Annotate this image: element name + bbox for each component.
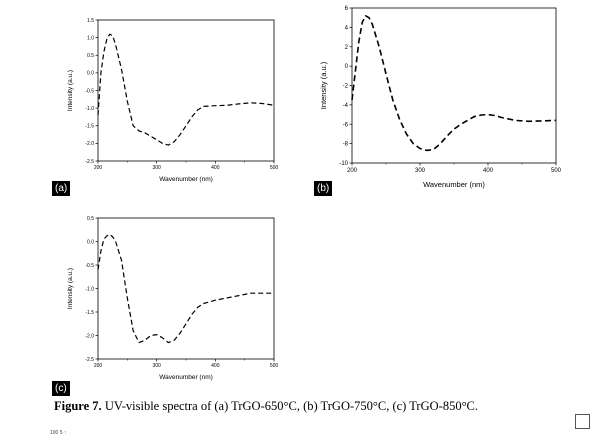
y-tick-label: -2.5	[85, 357, 94, 363]
y-axis-label: Intensity (a.u.)	[67, 268, 74, 309]
chart-b-svg: 200 300 400 500 -10 -8 -6 -4 -2 0 2 4 6 Wavenumber (n…	[319, 6, 562, 189]
y-tick-label: 0.0	[87, 71, 94, 77]
plot-frame-a	[97, 19, 275, 162]
x-tick-label: 500	[270, 363, 279, 369]
panel-label-b: (b)	[314, 181, 333, 196]
y-tick-label: -2.0	[85, 333, 94, 339]
x-tick-label: 400	[211, 363, 220, 369]
series-line-c	[97, 233, 274, 344]
chart-panel-a: 200 300 400 500 -2.5 -2.0 -1.5 -1.0 -0.5 0.0 0.5 1.…	[64, 14, 294, 192]
y-tick-label: -0.5	[85, 263, 94, 269]
chart-a-svg: 200 300 400 500 -2.5 -2.0 -1.5 -1.0 -0.5 0.0 0.5 1.…	[67, 18, 279, 183]
chart-c-svg: 200 300 400 500 -2.5 -2.0 -1.5 -1.0 -0.5 0.0 0.5 Wa…	[67, 216, 279, 381]
x-tick-label: 300	[152, 363, 161, 369]
y-tick-label: 1.0	[87, 35, 94, 41]
y-tick-label: -2.5	[85, 159, 94, 165]
y-tick-label: 0.5	[87, 53, 94, 59]
x-tick-label: 200	[94, 363, 103, 369]
y-tick-label: -2	[343, 84, 349, 90]
y-tick-label: 0.0	[87, 239, 94, 245]
y-tick-label: 0	[345, 64, 349, 70]
y-tick-label: 4	[345, 25, 349, 31]
x-tick-label: 300	[415, 168, 426, 174]
x-tick-label: 200	[94, 165, 103, 171]
caption-label: Figure 7.	[54, 399, 102, 413]
y-tick-label: 6	[345, 6, 349, 12]
x-axis-label: Wavenumber (nm)	[423, 180, 485, 189]
page-marker: 100 5 ↑	[50, 430, 67, 436]
series-line-b	[351, 15, 557, 152]
x-tick-label: 400	[211, 165, 220, 171]
series-line-a	[97, 33, 275, 146]
y-tick-label: 0.5	[87, 216, 94, 222]
x-tick-label: 400	[483, 168, 494, 174]
x-tick-label: 500	[551, 168, 562, 174]
y-tick-label: -2.0	[85, 141, 94, 147]
panel-label-c: (c)	[52, 381, 70, 396]
y-tick-label: -0.5	[85, 88, 94, 94]
y-tick-label: -4	[343, 103, 349, 109]
y-tick-label: -10	[339, 161, 348, 167]
x-tick-label: 300	[152, 165, 161, 171]
y-tick-label: -6	[343, 122, 349, 128]
x-axis-label: Wavenumber (nm)	[159, 176, 213, 183]
y-axis-label: Intensity (a.u.)	[67, 70, 74, 111]
plot-frame-b	[351, 7, 557, 164]
plot-frame-c	[97, 217, 275, 360]
y-tick-label: -1.5	[85, 310, 94, 316]
corner-checkbox[interactable]	[575, 414, 590, 429]
panel-label-a: (a)	[52, 181, 71, 196]
x-axis-label: Wavenumber (nm)	[159, 374, 213, 381]
y-tick-label: -8	[343, 142, 349, 148]
chart-panel-c: 200 300 400 500 -2.5 -2.0 -1.5 -1.0 -0.5 0.0 0.5 Wa…	[64, 212, 294, 390]
y-axis-label: Intensity (a.u.)	[319, 61, 328, 109]
x-tick-label: 200	[347, 168, 358, 174]
chart-panel-b: 200 300 400 500 -10 -8 -6 -4 -2 0 2 4 6 Wavenumber (n…	[316, 2, 576, 192]
caption-text: UV-visible spectra of (a) TrGO-650°C, (b…	[101, 399, 479, 413]
x-tick-label: 500	[270, 165, 279, 171]
y-tick-label: 2	[345, 45, 349, 51]
figure-caption: Figure 7. UV-visible spectra of (a) TrGO…	[54, 399, 594, 414]
y-tick-label: 1.5	[87, 18, 94, 24]
y-tick-label: -1.5	[85, 124, 94, 130]
y-tick-label: -1.0	[85, 286, 94, 292]
y-tick-label: -1.0	[85, 106, 94, 112]
